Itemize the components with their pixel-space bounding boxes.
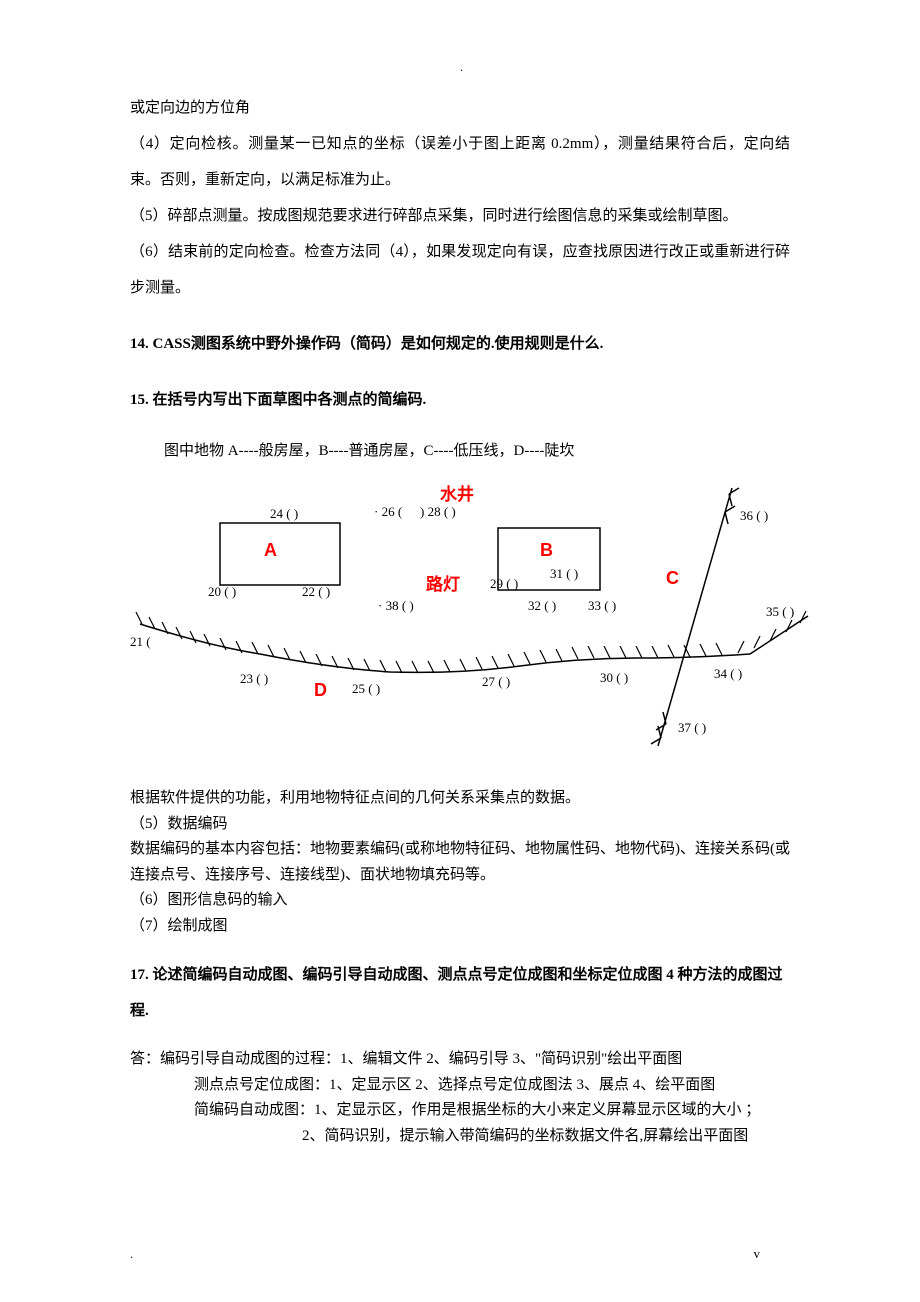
document-page: . 或定向边的方位角 （4）定向检核。测量某一已知点的坐标（误差小于图上距离 0… [0,0,920,1302]
after-l2: （5）数据编码 [130,812,790,838]
pt-36: 36 ( ) [740,508,768,524]
top-dot: . [460,60,463,75]
answer-line-1: 测点点号定位成图：1、定显示区 2、选择点号定位成图法 3、展点 4、绘平面图 [130,1073,790,1099]
para-step4: （4）定向检核。测量某一已知点的坐标（误差小于图上距离 0.2mm），测量结果符… [130,126,790,198]
after-l4: （6）图形信息码的输入 [130,888,790,914]
label-lamp: 路灯 [426,570,460,595]
pt-32: 32 ( ) [528,598,556,614]
pt-34: 34 ( ) [714,666,742,682]
letter-a: A [264,540,277,561]
survey-diagram: 水井 路灯 A B C D 24 ( ) · 26 ( ) 28 ( ) 20 … [130,476,810,766]
after-l5: （7）绘制成图 [130,914,790,940]
legend-text: 图中地物 A----般房屋，B----普通房屋，C----低压线，D----陡坎 [164,436,790,466]
heading-17: 17. 论述简编码自动成图、编码引导自动成图、测点点号定位成图和坐标定位成图 4… [130,957,790,1029]
heading-15: 15. 在括号内写出下面草图中各测点的简编码. [130,382,790,418]
letter-b: B [540,540,553,561]
pt-38: · 38 ( ) [378,598,414,614]
heading-14: 14. CASS测图系统中野外操作码（简码）是如何规定的.使用规则是什么. [130,326,790,362]
after-l3: 数据编码的基本内容包括：地物要素编码(或称地物特征码、地物属性码、地物代码)、连… [130,837,790,888]
pt-29: 29 ( ) [490,576,518,592]
pt-28: ) 28 ( ) [420,504,456,520]
pt-21: 21 ( [130,634,151,650]
para-step6: （6）结束前的定向检查。检查方法同（4），如果发现定向有误，应查找原因进行改正或… [130,234,790,306]
pt-30: 30 ( ) [600,670,628,686]
para-step5: （5）碎部点测量。按成图规范要求进行碎部点采集，同时进行绘图信息的采集或绘制草图… [130,198,790,234]
diagram-svg [130,476,810,766]
pt-24: 24 ( ) [270,506,298,522]
answer-line-2: 简编码自动成图：1、定显示区，作用是根据坐标的大小来定义屏幕显示区域的大小 ； [130,1098,790,1124]
pt-22: 22 ( ) [302,584,330,600]
pt-37: 37 ( ) [678,720,706,736]
letter-c: C [666,568,679,589]
pt-25: 25 ( ) [352,681,380,697]
answer-line-0: 答：编码引导自动成图的过程：1、编辑文件 2、编码引导 3、"简码识别"绘出平面… [130,1047,790,1073]
footer-dot: . [130,1247,133,1262]
pt-33: 33 ( ) [588,598,616,614]
pt-31: 31 ( ) [550,566,578,582]
pt-35: 35 ( ) [766,604,794,620]
answer-line-3: 2、简码识别，提示输入带简编码的坐标数据文件名,屏幕绘出平面图 [130,1124,790,1150]
letter-d: D [314,680,327,701]
pt-23: 23 ( ) [240,671,268,687]
para-orientation: 或定向边的方位角 [130,90,790,126]
pt-20: 20 ( ) [208,584,236,600]
label-well: 水井 [440,480,474,505]
footer-v: v [754,1246,761,1262]
pt-27: 27 ( ) [482,674,510,690]
pt-26: · 26 ( [374,504,402,520]
after-l1: 根据软件提供的功能，利用地物特征点间的几何关系采集点的数据。 [130,786,790,812]
